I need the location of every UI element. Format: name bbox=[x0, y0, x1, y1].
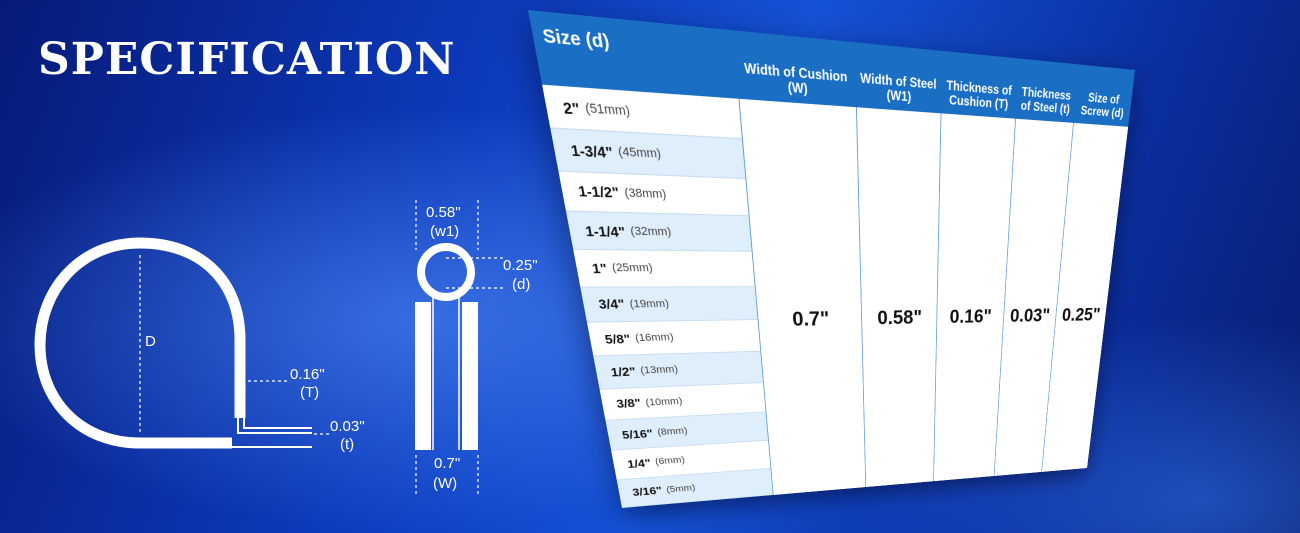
size-inch: 2" bbox=[562, 98, 581, 118]
steel-thickness-symbol: (t) bbox=[340, 436, 354, 454]
clamp-front-view bbox=[415, 247, 478, 450]
header-screw-size: Size of Screw (d) bbox=[1073, 64, 1135, 126]
size-inch: 5/16" bbox=[621, 427, 654, 441]
steel-width-value: 0.58" bbox=[856, 107, 941, 487]
size-mm: (32mm) bbox=[630, 225, 672, 238]
size-mm: (5mm) bbox=[666, 483, 696, 495]
size-mm: (10mm) bbox=[645, 396, 683, 408]
size-row: 3/4" (19mm) bbox=[580, 287, 757, 323]
size-mm: (45mm) bbox=[617, 146, 662, 162]
size-inch: 3/4" bbox=[597, 297, 625, 312]
size-inch: 1/2" bbox=[610, 365, 637, 380]
size-mm: (38mm) bbox=[624, 186, 667, 201]
size-inch: 1/4" bbox=[626, 457, 651, 471]
size-inch: 3/8" bbox=[615, 396, 641, 410]
size-row: 1" (25mm) bbox=[573, 250, 754, 287]
size-mm: (19mm) bbox=[629, 298, 670, 310]
screw-size-symbol: (d) bbox=[512, 276, 530, 294]
size-mm: (6mm) bbox=[654, 455, 685, 467]
header-size: Size (d) bbox=[541, 25, 611, 53]
cushion-width-value: 0.7" bbox=[434, 455, 460, 473]
diameter-label: D bbox=[145, 333, 156, 351]
size-inch: 1" bbox=[591, 261, 608, 277]
size-inch: 5/8" bbox=[604, 331, 632, 346]
size-mm: (51mm) bbox=[584, 101, 631, 119]
size-row: 5/8" (16mm) bbox=[587, 320, 760, 357]
size-row: 1-1/2" (38mm) bbox=[558, 171, 748, 216]
header-cushion-thickness: Thickness of Cushion (T) bbox=[941, 51, 1019, 119]
cushion-thickness-value: 0.16" bbox=[290, 366, 325, 384]
spec-table: Size (d) Width of Cushion (W) Width of S… bbox=[528, 10, 1135, 508]
size-mm: (25mm) bbox=[611, 262, 653, 274]
size-inch: 1-1/2" bbox=[577, 183, 620, 201]
size-mm: (13mm) bbox=[640, 365, 679, 377]
size-mm: (16mm) bbox=[634, 332, 674, 344]
size-mm: (8mm) bbox=[657, 426, 688, 438]
size-inch: 1-3/4" bbox=[569, 142, 614, 162]
header-steel-width: Width of Steel (W1) bbox=[854, 42, 941, 113]
steel-width-value: 0.58" bbox=[426, 204, 461, 222]
clamp-side-profile bbox=[40, 243, 312, 447]
size-row: 1-1/4" (32mm) bbox=[566, 212, 752, 253]
header-cushion-width: Width of Cushion (W) bbox=[732, 30, 855, 107]
cushion-thickness-symbol: (T) bbox=[300, 384, 319, 402]
size-inch: 1-1/4" bbox=[584, 223, 626, 240]
steel-width-symbol: (w1) bbox=[430, 223, 459, 241]
size-inch: 3/16" bbox=[631, 484, 662, 498]
screw-size-value: 0.25" bbox=[503, 257, 538, 275]
header-steel-thickness: Thickness of Steel (t) bbox=[1015, 59, 1078, 123]
steel-thickness-value: 0.03" bbox=[330, 418, 365, 436]
cushion-width-symbol: (W) bbox=[433, 475, 457, 493]
